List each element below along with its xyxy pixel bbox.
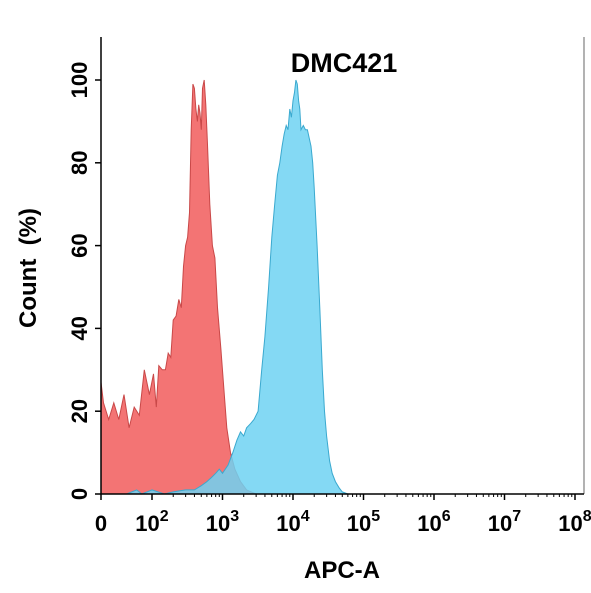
y-tick-label: 40	[67, 316, 92, 340]
x-tick-label: 103	[206, 508, 239, 536]
y-tick-label: 20	[67, 399, 92, 423]
histogram-series-2	[101, 79, 357, 495]
x-tick-label: 102	[135, 508, 168, 536]
series-layer	[100, 79, 357, 495]
y-tick-label: 60	[67, 233, 92, 257]
x-tick-label: 108	[558, 508, 591, 536]
x-tick-label: 0	[95, 511, 107, 536]
y-tick-label: 100	[67, 62, 92, 99]
y-tick-label: 0	[67, 488, 92, 500]
y-axis-title: Count (%)	[15, 208, 42, 328]
x-tick-label: 106	[417, 508, 450, 536]
x-tick-label: 105	[347, 508, 380, 536]
chart-title: DMC421	[291, 48, 398, 78]
x-tick-label: 107	[488, 508, 521, 536]
x-tick-label: 104	[276, 508, 309, 536]
histogram-series-1	[100, 79, 257, 495]
x-axis-title: APC-A	[304, 557, 380, 584]
ticks-layer: 0 20 40 60 80 100 0 102 103 104 105 106 107 108	[67, 62, 591, 536]
y-tick-label: 80	[67, 151, 92, 175]
